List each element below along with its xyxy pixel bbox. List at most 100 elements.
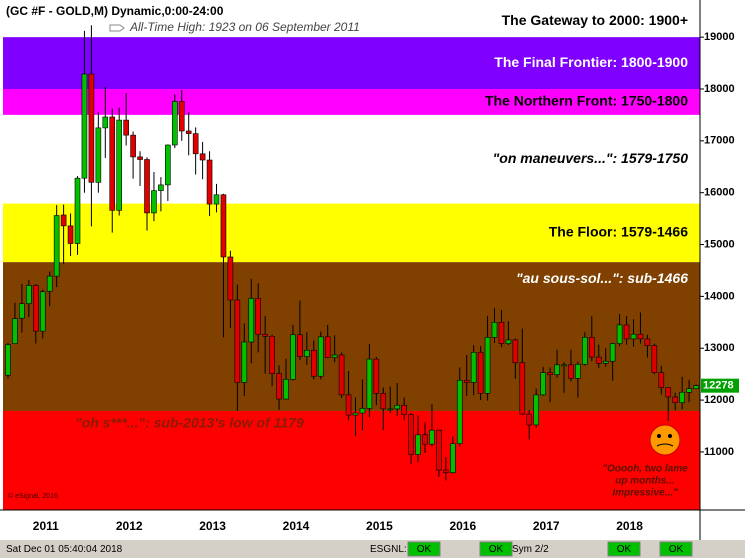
candle-body [512, 339, 519, 364]
candle-body [338, 354, 345, 396]
candle-body [519, 362, 526, 415]
status-text: OK [417, 544, 432, 555]
candle-body [359, 408, 366, 414]
candle-body [644, 338, 651, 346]
y-tick-label: 12000 [704, 394, 735, 406]
band-label: The Gateway to 2000: 1900+ [502, 12, 688, 28]
x-tick-label: 2012 [116, 519, 143, 533]
status-box [607, 541, 641, 557]
status-bar [0, 540, 745, 558]
candle-body [283, 379, 289, 400]
gold-face-eye [668, 434, 672, 438]
y-tick-label: 11000 [704, 446, 734, 458]
candle-body [616, 324, 623, 344]
candle-body [443, 469, 449, 473]
candle-body [227, 256, 234, 301]
status-box [407, 541, 441, 557]
status-text: OK [489, 544, 504, 555]
status-text: OK [669, 544, 684, 555]
candle-body [317, 336, 324, 377]
candle-body [498, 322, 505, 344]
candle-body [672, 396, 679, 403]
candle-body [241, 341, 248, 383]
candle-body [172, 101, 178, 146]
y-tick-label: 18000 [704, 83, 735, 95]
candle-body [637, 333, 644, 340]
candle-body [276, 373, 282, 400]
status-text: Sym 2/2 [512, 544, 549, 555]
status-box [659, 541, 693, 557]
x-tick-label: 2015 [366, 519, 393, 533]
candle-body [199, 153, 206, 161]
band [3, 410, 700, 510]
candle-body [248, 298, 255, 343]
candle-body [185, 130, 192, 134]
candle-body [540, 372, 546, 396]
candle-body [665, 387, 672, 398]
candle-body [53, 215, 60, 277]
candle-body [408, 414, 414, 455]
candle-body [178, 101, 185, 132]
candle-body [651, 345, 658, 373]
candle-body [5, 344, 11, 376]
x-tick-label: 2016 [449, 519, 476, 533]
band [3, 5, 700, 38]
candle-body [213, 194, 220, 205]
status-text: OK [617, 544, 632, 555]
candle-body [491, 322, 498, 338]
candle-body [345, 394, 352, 416]
status-text: ESGNL: [370, 544, 407, 555]
candle-body [686, 388, 692, 393]
candle-body [505, 339, 512, 344]
candle-body [693, 385, 699, 389]
status-box [479, 541, 513, 557]
candle-body [387, 408, 394, 411]
candle-body [436, 429, 442, 471]
y-tick-label: 17000 [704, 135, 735, 147]
x-tick-label: 2014 [283, 519, 310, 533]
candle-body [234, 299, 241, 383]
copyright: © eSignal, 2016 [8, 492, 58, 500]
candle-body [561, 364, 567, 367]
candle-body [595, 356, 602, 364]
candle-body [582, 337, 588, 365]
candle-body [74, 177, 81, 244]
candle-body [463, 380, 470, 383]
x-tick-label: 2017 [533, 519, 560, 533]
candle-body [477, 352, 484, 394]
candle-body [81, 73, 88, 179]
chart-title: (GC #F - GOLD,M) Dynamic,0:00-24:00 [6, 4, 224, 18]
band-label: The Northern Front: 1750-1800 [485, 93, 688, 109]
candle-body [130, 134, 136, 158]
candle-body [26, 285, 32, 304]
band [3, 262, 700, 411]
candle-body [192, 133, 199, 155]
candle-body [331, 354, 338, 358]
candle-body [123, 119, 129, 136]
candle-body [484, 337, 491, 394]
candle-body [429, 429, 435, 445]
candle-body [95, 127, 102, 183]
x-tick-label: 2018 [616, 519, 643, 533]
candle-body [151, 190, 157, 214]
band [3, 37, 700, 89]
y-tick-label: 19000 [704, 31, 735, 43]
band-label: "au sous-sol...": sub-1466 [516, 270, 688, 286]
candle-body [630, 333, 637, 340]
candle-body [575, 364, 581, 379]
caption: Impressive..." [612, 488, 678, 499]
x-tick-label: 2011 [33, 519, 59, 533]
candle-body [449, 443, 456, 473]
candle-body [470, 352, 477, 383]
y-tick-label: 15000 [704, 238, 735, 250]
candle-body [116, 119, 122, 211]
hand-icon [109, 24, 125, 32]
status-text: Sat Dec 01 05:40:04 2018 [6, 544, 123, 555]
candle-body [60, 214, 67, 227]
candle-body [602, 360, 609, 364]
candle-body [19, 303, 25, 319]
candle-body [588, 337, 595, 358]
last-price-box [701, 378, 739, 393]
candle-body [373, 358, 380, 394]
